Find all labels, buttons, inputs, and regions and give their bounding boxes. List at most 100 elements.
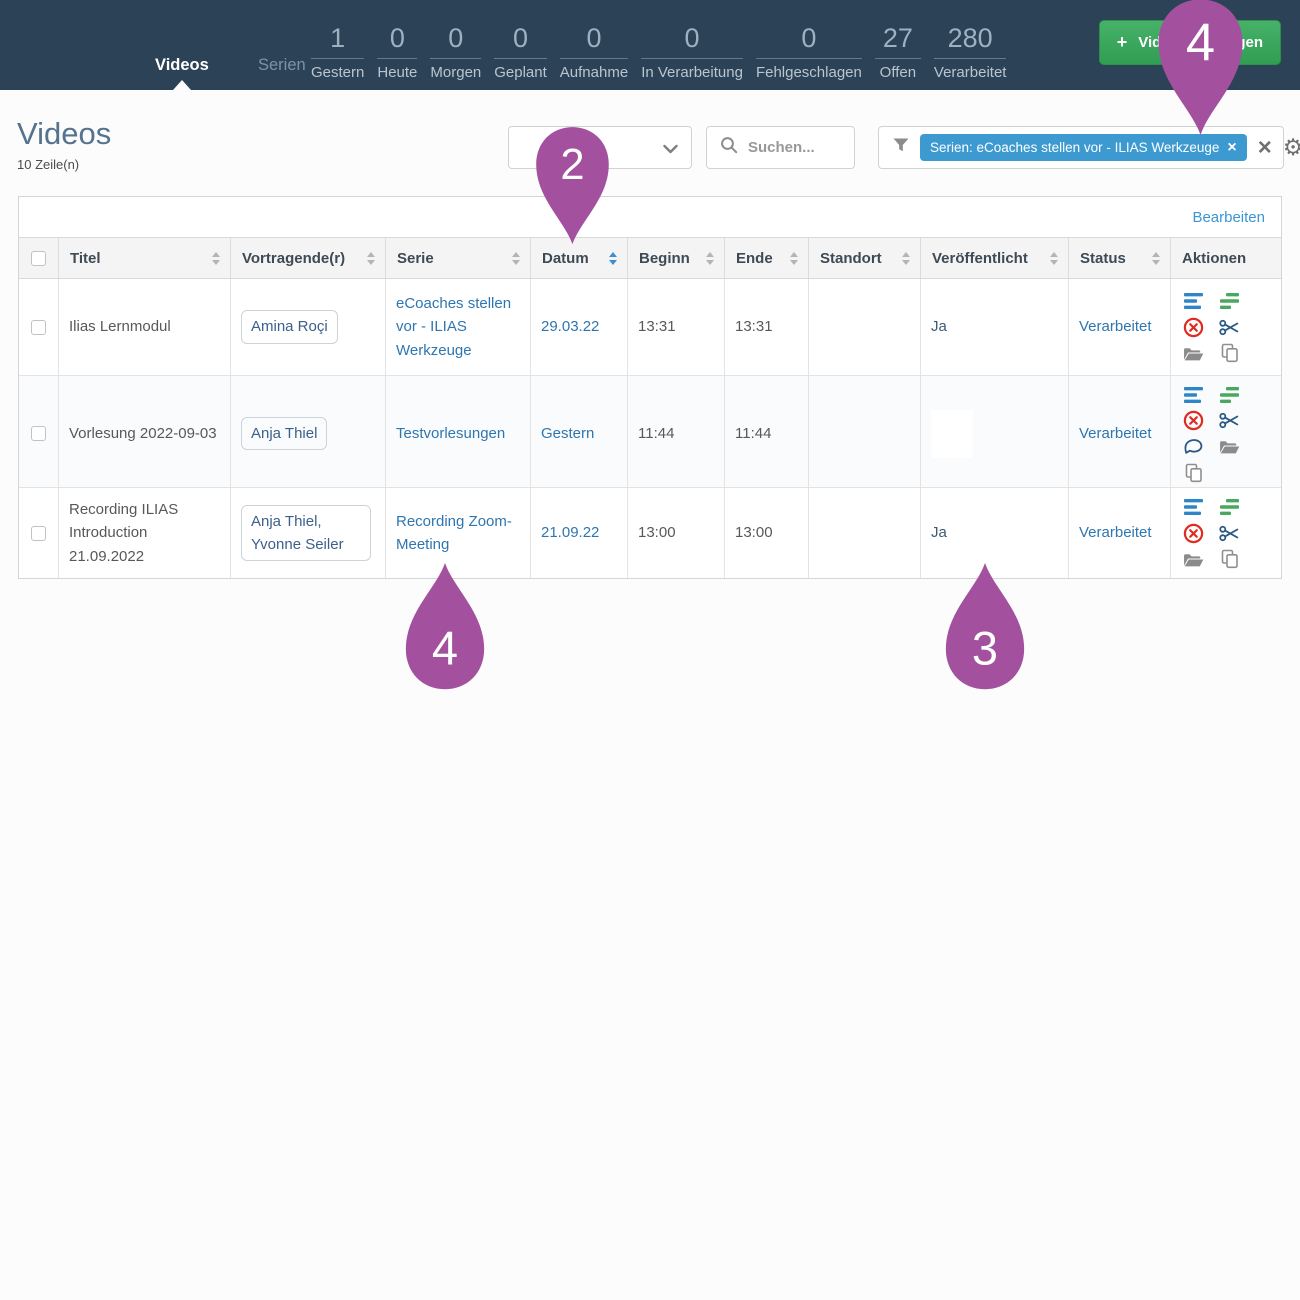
stat-verarbeitet[interactable]: 280 Verarbeitet xyxy=(933,23,1007,81)
annotation-marker-4-serie: 4 xyxy=(405,562,485,690)
add-video-button[interactable]: + Video hinzufügen xyxy=(1098,20,1281,65)
stat-offen[interactable]: 27 Offen xyxy=(874,25,921,81)
active-filter-chip[interactable]: Serien: eCoaches stellen vor - ILIAS Wer… xyxy=(920,134,1247,161)
date-cell: 21.09.22 xyxy=(531,488,628,578)
status-link[interactable]: Verarbeitet xyxy=(1079,424,1152,442)
table-row: Vorlesung 2022-09-03 Anja Thiel Testvorl… xyxy=(19,376,1281,491)
delete-icon[interactable] xyxy=(1183,523,1204,544)
column-header-ende[interactable]: Ende xyxy=(725,238,809,278)
select-all-cell xyxy=(19,238,59,278)
row-checkbox[interactable] xyxy=(31,525,46,541)
top-navigation-bar: Videos Serien 1 Gestern 0 Heute 0 Morgen… xyxy=(0,0,1300,90)
presenters-cell: Anja Thiel xyxy=(231,376,386,491)
cut-icon[interactable] xyxy=(1219,317,1240,338)
stat-morgen[interactable]: 0 Morgen xyxy=(430,23,482,81)
details-icon[interactable] xyxy=(1183,497,1204,518)
stat-gestern[interactable]: 1 Gestern xyxy=(311,23,365,81)
checkbox-cell xyxy=(19,376,59,491)
copy-icon[interactable] xyxy=(1219,549,1240,570)
details-icon[interactable] xyxy=(1183,291,1204,312)
sort-icon-active[interactable] xyxy=(609,251,617,265)
column-header-serie[interactable]: Serie xyxy=(386,238,531,278)
metadata-icon[interactable] xyxy=(1219,497,1240,518)
series-link[interactable]: Recording Zoom-Meeting xyxy=(396,512,512,553)
status-link[interactable]: Verarbeitet xyxy=(1079,524,1152,542)
stat-fehlgeschlagen[interactable]: 0 Fehlgeschlagen xyxy=(755,23,862,81)
presenter-chip[interactable]: Anja Thiel, Yvonne Seiler xyxy=(241,504,371,562)
stat-aufnahme[interactable]: 0 Aufnahme xyxy=(559,23,629,81)
date-link[interactable]: 29.03.22 xyxy=(541,318,600,336)
column-header-standort[interactable]: Standort xyxy=(809,238,921,278)
table-row: Recording ILIAS Introduction 21.09.2022 … xyxy=(19,488,1281,578)
remove-filter-icon[interactable]: × xyxy=(1227,138,1237,156)
tab-serien[interactable]: Serien xyxy=(258,56,306,74)
actions-cell xyxy=(1171,279,1281,375)
location-cell xyxy=(809,376,921,491)
empty-published-placeholder xyxy=(931,409,973,458)
column-header-veroeffentlicht[interactable]: Veröffentlicht xyxy=(921,238,1069,278)
date-link[interactable]: 21.09.22 xyxy=(541,524,600,542)
column-header-beginn[interactable]: Beginn xyxy=(628,238,725,278)
folder-icon[interactable] xyxy=(1219,436,1240,457)
title-cell: Ilias Lernmodul xyxy=(59,279,231,375)
status-counters: 1 Gestern 0 Heute 0 Morgen 0 Geplant 0 A… xyxy=(311,23,1007,81)
svg-text:4: 4 xyxy=(432,622,458,675)
sort-icon[interactable] xyxy=(212,251,220,265)
start-cell: 13:00 xyxy=(628,488,725,578)
folder-icon[interactable] xyxy=(1183,549,1204,570)
date-link[interactable]: Gestern xyxy=(541,424,595,442)
sort-icon[interactable] xyxy=(706,251,714,265)
sort-icon[interactable] xyxy=(1050,251,1058,265)
column-header-vortragende[interactable]: Vortragende(r) xyxy=(231,238,386,278)
filter-funnel-icon[interactable] xyxy=(893,138,909,157)
sort-icon[interactable] xyxy=(902,251,910,265)
sort-icon[interactable] xyxy=(790,251,798,265)
row-checkbox[interactable] xyxy=(31,319,46,335)
sort-icon[interactable] xyxy=(512,251,520,265)
column-header-aktionen: Aktionen xyxy=(1182,249,1247,267)
search-placeholder: Suchen... xyxy=(748,139,815,156)
select-all-checkbox[interactable] xyxy=(31,250,46,266)
column-header-datum[interactable]: Datum xyxy=(531,238,628,278)
stat-heute[interactable]: 0 Heute xyxy=(377,23,418,81)
per-page-select[interactable] xyxy=(508,126,692,169)
cut-icon[interactable] xyxy=(1219,410,1240,431)
sort-icon[interactable] xyxy=(367,251,375,265)
published-cell: Ja xyxy=(921,279,1069,375)
series-link[interactable]: Testvorlesungen xyxy=(396,424,506,442)
presenter-chip[interactable]: Amina Roçi xyxy=(241,310,338,344)
details-icon[interactable] xyxy=(1183,384,1204,405)
status-link[interactable]: Verarbeitet xyxy=(1079,318,1152,336)
column-header-status[interactable]: Status xyxy=(1069,238,1171,278)
copy-icon[interactable] xyxy=(1219,343,1240,364)
metadata-icon[interactable] xyxy=(1219,291,1240,312)
column-header-titel[interactable]: Titel xyxy=(59,238,231,278)
cut-icon[interactable] xyxy=(1219,523,1240,544)
end-cell: 13:00 xyxy=(725,488,809,578)
delete-icon[interactable] xyxy=(1183,410,1204,431)
delete-icon[interactable] xyxy=(1183,317,1204,338)
row-checkbox[interactable] xyxy=(31,426,46,441)
sort-icon[interactable] xyxy=(1152,251,1160,265)
stat-in-verarbeitung[interactable]: 0 In Verarbeitung xyxy=(641,23,743,81)
annotation-marker-3-veroeffentlicht: 3 xyxy=(945,562,1025,690)
tab-videos[interactable]: Videos xyxy=(155,56,209,74)
table-row: Ilias Lernmodul Amina Roçi eCoaches stel… xyxy=(19,279,1281,376)
stat-geplant[interactable]: 0 Geplant xyxy=(494,23,547,81)
location-cell xyxy=(809,488,921,578)
metadata-icon[interactable] xyxy=(1219,384,1240,405)
edit-link[interactable]: Bearbeiten xyxy=(1192,208,1265,226)
copy-icon[interactable] xyxy=(1183,462,1204,483)
filter-settings-gear-icon[interactable]: ⚙ xyxy=(1282,134,1300,160)
actions-cell xyxy=(1171,488,1281,578)
title-cell: Recording ILIAS Introduction 21.09.2022 xyxy=(59,488,231,578)
search-input[interactable]: Suchen... xyxy=(706,126,855,169)
checkbox-cell xyxy=(19,488,59,578)
folder-icon[interactable] xyxy=(1183,343,1204,364)
presenter-chip[interactable]: Anja Thiel xyxy=(241,416,328,451)
start-cell: 11:44 xyxy=(628,376,725,491)
series-link[interactable]: eCoaches stellen vor - ILIAS Werkzeuge xyxy=(396,295,512,359)
comment-icon[interactable] xyxy=(1183,436,1204,457)
location-cell xyxy=(809,279,921,375)
clear-filters-icon[interactable]: × xyxy=(1257,133,1272,161)
